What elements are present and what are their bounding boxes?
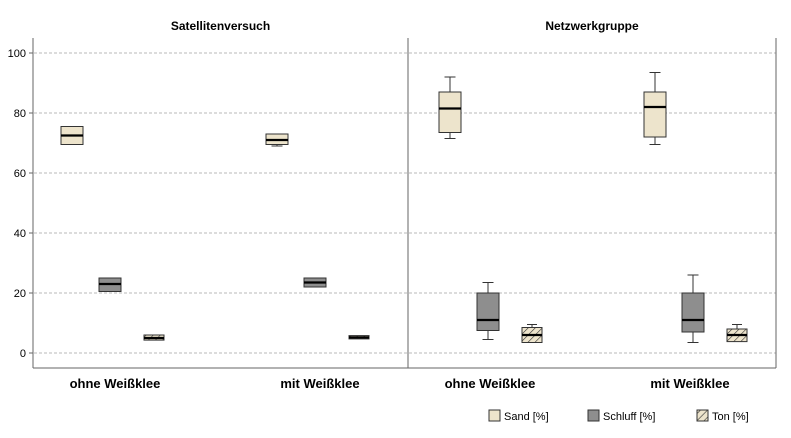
box-schluff — [681, 274, 705, 343]
legend-swatch — [587, 409, 600, 422]
legend-swatch — [488, 409, 501, 422]
y-tick-label: 60 — [14, 168, 26, 180]
legend-label: Ton [%] — [712, 411, 749, 423]
category-label: ohne Weißklee — [445, 376, 536, 391]
box-rect — [643, 91, 667, 138]
box-schluff — [303, 277, 327, 288]
box-rect — [438, 91, 462, 133]
box-schluff — [476, 282, 500, 340]
legend-label: Schluff [%] — [603, 411, 655, 423]
category-label: ohne Weißklee — [70, 376, 161, 391]
boxes — [60, 72, 748, 343]
legend-label: Sand [%] — [504, 411, 549, 423]
box-schluff — [98, 277, 122, 292]
box-sand — [438, 76, 462, 139]
y-tick-label: 100 — [8, 48, 26, 60]
axes — [29, 38, 777, 369]
y-tick-label: 20 — [14, 288, 26, 300]
box-rect — [681, 292, 705, 333]
panel-title: Satellitenversuch — [171, 19, 270, 33]
box-ton — [143, 334, 165, 341]
box-sand — [60, 126, 84, 145]
y-tick-label: 80 — [14, 108, 26, 120]
box-sand — [265, 133, 289, 147]
legend: Sand [%] Schluff [%] Ton [%] — [488, 409, 749, 423]
y-tick-label: 0 — [20, 348, 26, 360]
box-ton — [521, 324, 543, 343]
box-rect — [476, 292, 500, 331]
box-ton — [726, 324, 748, 343]
box-sand — [643, 72, 667, 145]
category-label: mit Weißklee — [650, 376, 729, 391]
gridlines — [34, 52, 776, 354]
box-ton — [348, 335, 370, 340]
y-tick-label: 40 — [14, 228, 26, 240]
labels: 0 20 40 60 80 100 Satellitenversuch ohne Weißkl… — [8, 19, 730, 391]
category-label: mit Weißklee — [280, 376, 359, 391]
legend-swatch — [696, 409, 709, 422]
panel-title: Netzwerkgruppe — [545, 19, 639, 33]
